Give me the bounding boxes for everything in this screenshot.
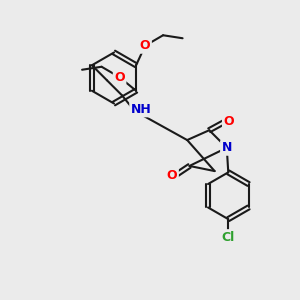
Text: Cl: Cl — [222, 231, 235, 244]
Text: O: O — [167, 169, 177, 182]
Text: O: O — [140, 39, 150, 52]
Text: N: N — [222, 141, 232, 154]
Text: O: O — [224, 115, 234, 128]
Text: O: O — [114, 71, 125, 84]
Text: NH: NH — [131, 103, 152, 116]
